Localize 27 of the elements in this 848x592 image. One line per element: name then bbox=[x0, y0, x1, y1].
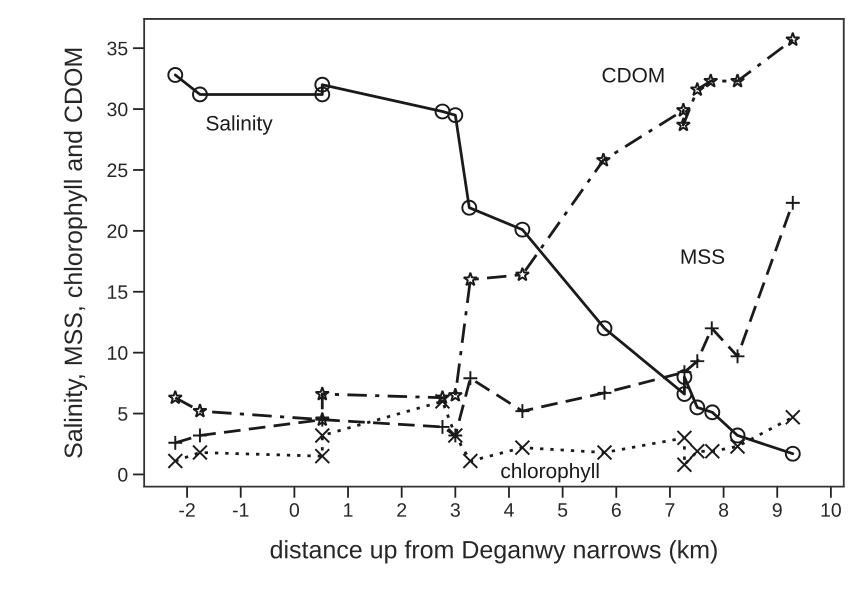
x-tick-label: 3 bbox=[450, 503, 460, 517]
x-tick-label: 2 bbox=[397, 503, 406, 517]
x-tick-label: 5 bbox=[558, 503, 568, 517]
x-axis-title: distance up from Deganwy narrows (km) bbox=[270, 540, 717, 564]
y-tick-label: 0 bbox=[118, 468, 128, 482]
x-tick-label: -2 bbox=[179, 503, 195, 517]
series-label: chlorophyll bbox=[501, 462, 599, 482]
y-tick-label: 25 bbox=[108, 163, 128, 178]
x-tick-label: 0 bbox=[290, 503, 300, 517]
text: MSS bbox=[682, 249, 724, 264]
x-tick-label: 4 bbox=[504, 503, 514, 517]
x-tick-label: 6 bbox=[612, 503, 621, 517]
y-tick-label: 15 bbox=[108, 285, 128, 299]
series-label: Salinity bbox=[206, 115, 273, 135]
x-tick-label: 9 bbox=[772, 503, 782, 517]
y-tick-label: 35 bbox=[107, 42, 128, 56]
y-tick-label: 30 bbox=[107, 102, 128, 116]
y-tick-label: 5 bbox=[118, 407, 128, 421]
x-tick-label: 8 bbox=[719, 503, 728, 517]
x-tick-label: 1 bbox=[344, 503, 352, 517]
x-tick-label: -1 bbox=[232, 503, 248, 517]
y-tick-label: 10 bbox=[108, 346, 128, 360]
y-axis-title: Salinity, MSS, chlorophyll and CDOM bbox=[64, 48, 88, 458]
series-label: CDOM bbox=[602, 68, 664, 83]
x-tick-label: 7 bbox=[666, 503, 674, 517]
x-tick-label: 10 bbox=[822, 503, 841, 517]
y-tick-label: 20 bbox=[108, 224, 128, 238]
